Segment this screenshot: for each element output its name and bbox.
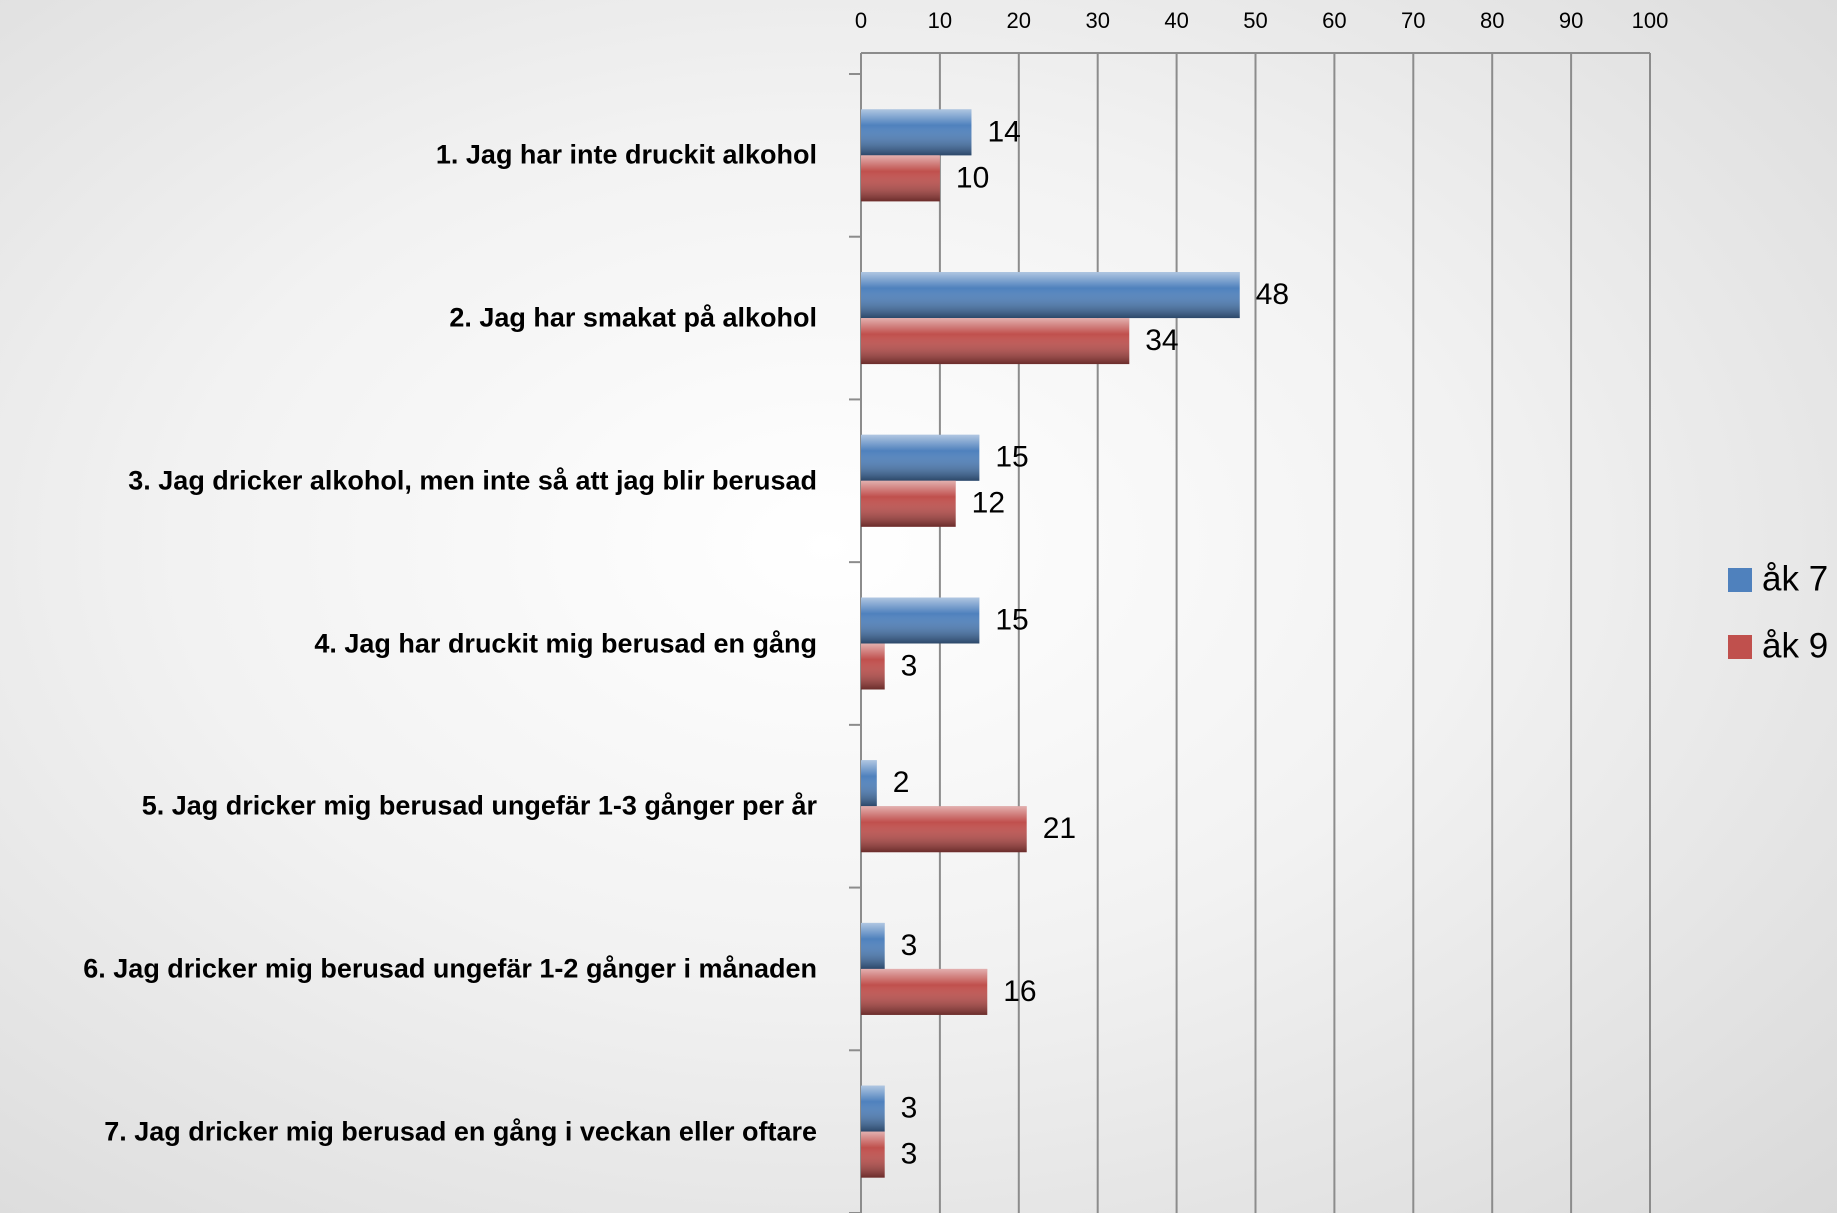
bar-shade [861, 1085, 885, 1132]
x-tick-label: 100 [1632, 8, 1669, 33]
x-tick-label: 10 [928, 8, 952, 33]
bar-shade [861, 272, 1240, 319]
x-tick-label: 60 [1322, 8, 1346, 33]
legend-swatch [1728, 568, 1752, 592]
bar-shade [861, 318, 1130, 365]
category-label: 5. Jag dricker mig berusad ungefär 1-3 g… [141, 790, 817, 821]
category-label: 1. Jag har inte druckit alkohol [435, 139, 817, 170]
category-label: 3. Jag dricker alkohol, men inte så att … [128, 465, 817, 496]
value-label: 3 [901, 1138, 918, 1171]
bar-shade [861, 155, 940, 202]
x-tick-label: 90 [1559, 8, 1583, 33]
value-label: 14 [987, 115, 1020, 148]
value-label: 2 [893, 766, 910, 799]
bar-shade [861, 434, 980, 481]
legend-label: åk 7 [1762, 559, 1828, 598]
legend-swatch [1728, 635, 1752, 659]
bar-shade [861, 1131, 885, 1178]
x-tick-label: 70 [1401, 8, 1425, 33]
bar-shade [861, 922, 885, 969]
bar-shade [861, 806, 1027, 853]
value-label: 34 [1145, 324, 1178, 357]
bar-shade [861, 760, 877, 807]
x-tick-label: 50 [1243, 8, 1267, 33]
x-tick-label: 80 [1480, 8, 1504, 33]
value-label: 3 [901, 1092, 918, 1125]
value-label: 21 [1043, 812, 1076, 845]
value-label: 3 [901, 929, 918, 962]
value-label: 12 [972, 487, 1005, 520]
bar-shade [861, 968, 988, 1015]
bar-shade [861, 480, 956, 527]
category-label: 7. Jag dricker mig berusad en gång i vec… [104, 1116, 817, 1147]
value-label: 48 [1256, 278, 1289, 311]
value-label: 15 [995, 603, 1028, 636]
x-tick-label: 20 [1007, 8, 1031, 33]
bar-shade [861, 597, 980, 644]
bar-shade [861, 109, 972, 156]
category-label: 2. Jag har smakat på alkohol [449, 302, 817, 333]
legend-label: åk 9 [1762, 626, 1828, 665]
value-label: 10 [956, 161, 989, 194]
x-tick-label: 30 [1085, 8, 1109, 33]
category-label: 6. Jag dricker mig berusad ungefär 1-2 g… [83, 953, 817, 984]
category-label: 4. Jag har druckit mig berusad en gång [314, 628, 817, 658]
value-label: 16 [1003, 975, 1036, 1008]
x-tick-label: 40 [1164, 8, 1188, 33]
value-label: 15 [995, 441, 1028, 474]
x-tick-label: 0 [855, 8, 867, 33]
value-label: 3 [901, 649, 918, 682]
bar-shade [861, 643, 885, 690]
